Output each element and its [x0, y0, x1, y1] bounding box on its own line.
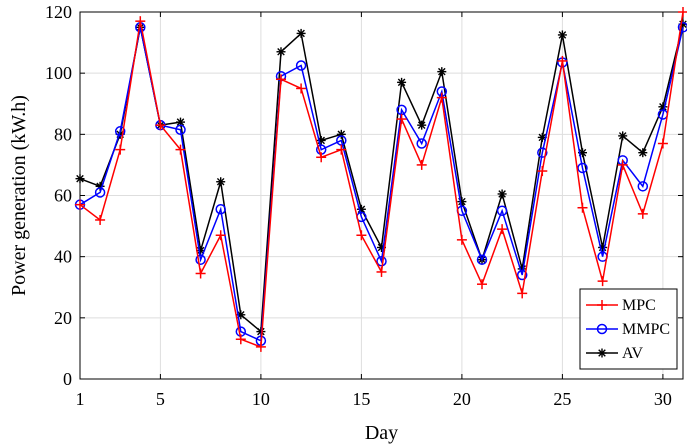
mmpc-point — [114, 126, 126, 137]
mpc-point — [316, 152, 327, 163]
av-point — [557, 30, 567, 40]
series-mpc — [75, 7, 687, 352]
mpc-point — [637, 208, 648, 219]
legend-marker-mpc — [597, 300, 607, 310]
y-tick-label: 0 — [63, 369, 72, 389]
av-point — [638, 148, 648, 158]
mmpc-point — [94, 187, 106, 198]
y-tick-label: 120 — [45, 2, 72, 22]
mpc-point — [557, 55, 568, 66]
x-tick-label: 15 — [352, 389, 370, 409]
av-point — [437, 67, 447, 77]
mpc-point — [537, 166, 548, 177]
mpc-point — [276, 74, 286, 85]
mpc-point — [195, 268, 206, 279]
legend-item-mmpc: MMPC — [586, 321, 670, 338]
av-point — [75, 174, 85, 184]
series-line-av — [79, 24, 684, 334]
legend-label-av: AV — [622, 345, 643, 362]
mpc-point — [75, 199, 85, 210]
legend-item-mpc: MPC — [586, 297, 656, 314]
x-tick-label: 10 — [252, 389, 270, 409]
av-point — [397, 77, 407, 87]
legend-marker-mmpc — [596, 323, 608, 335]
legend-item-av: AV — [586, 345, 643, 362]
mmpc-point — [577, 162, 588, 174]
x-tick-label: 20 — [453, 389, 471, 409]
mpc-point — [577, 202, 588, 213]
mpc-point — [115, 144, 126, 155]
mpc-point — [497, 224, 508, 235]
mmpc-point — [677, 22, 687, 33]
series-layer — [74, 7, 687, 352]
av-point — [216, 177, 226, 187]
mpc-point — [678, 7, 687, 17]
mpc-point — [235, 334, 246, 345]
mpc-point — [296, 83, 307, 94]
x-tick-label: 30 — [654, 389, 672, 409]
mpc-point — [356, 230, 367, 241]
av-point — [497, 189, 507, 199]
mmpc-point — [295, 60, 307, 71]
legend-marker-av — [597, 348, 607, 358]
x-tick-label: 5 — [156, 389, 165, 409]
mmpc-point — [215, 204, 226, 215]
series-line-mmpc — [79, 27, 684, 342]
legend-label-mpc: MPC — [622, 297, 656, 314]
mmpc-point — [537, 147, 548, 158]
mpc-point — [456, 234, 467, 245]
x-tick-label: 25 — [553, 389, 571, 409]
mpc-point — [657, 138, 668, 149]
x-tick-label: 1 — [76, 389, 85, 409]
y-tick-label: 80 — [54, 124, 72, 144]
mpc-point — [376, 266, 387, 277]
av-point — [417, 120, 427, 130]
mpc-point — [416, 159, 427, 170]
av-point — [618, 131, 628, 141]
mmpc-point — [195, 254, 206, 265]
mmpc-point — [476, 254, 488, 265]
mmpc-point — [175, 124, 186, 135]
mmpc-point — [637, 181, 649, 192]
av-point — [176, 117, 185, 127]
x-axis-title: Day — [365, 422, 398, 444]
legend: MPC MMPC AV — [579, 288, 678, 370]
av-point — [276, 47, 286, 57]
series-mmpc — [74, 22, 687, 347]
y-tick-label: 100 — [45, 63, 72, 83]
y-tick-label: 20 — [54, 308, 72, 328]
mmpc-point — [496, 205, 508, 217]
y-axis-title: Power generation (kW.h) — [8, 95, 30, 296]
mpc-point — [135, 16, 146, 27]
mmpc-point — [376, 256, 387, 267]
av-point — [296, 28, 306, 38]
mpc-point — [477, 279, 487, 290]
mpc-point — [597, 276, 608, 287]
mmpc-point — [416, 138, 427, 149]
mpc-point — [617, 159, 628, 170]
y-tick-label: 60 — [54, 186, 72, 206]
mpc-point — [175, 144, 186, 155]
mpc-point — [336, 144, 347, 155]
mpc-point — [215, 230, 226, 241]
mpc-point — [155, 120, 166, 131]
y-tick-label: 40 — [54, 247, 72, 267]
av-point — [457, 197, 467, 207]
mpc-point — [396, 114, 407, 125]
legend-label-mmpc: MMPC — [622, 321, 670, 338]
mpc-point — [255, 341, 266, 352]
mpc-point — [436, 92, 447, 103]
mpc-point — [95, 214, 106, 225]
mpc-point — [517, 288, 528, 299]
mmpc-point — [516, 269, 528, 281]
